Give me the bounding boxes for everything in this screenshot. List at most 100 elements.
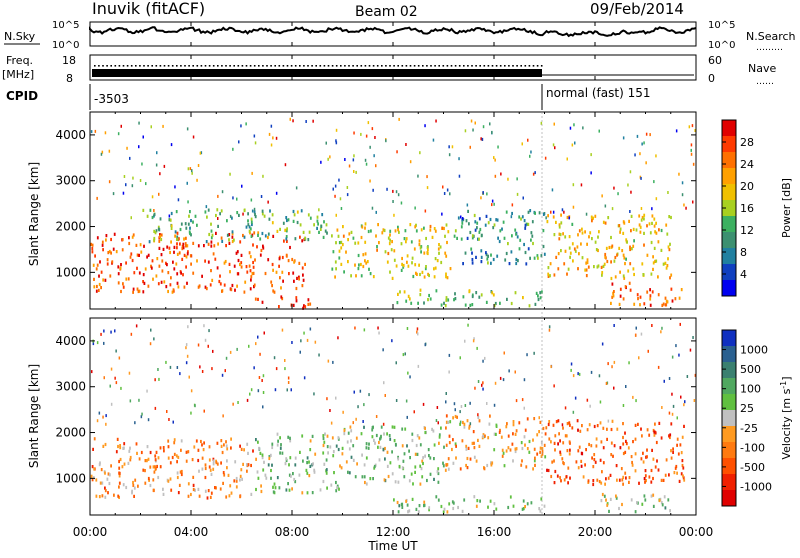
data-cell (465, 463, 467, 468)
data-cell (681, 181, 684, 185)
data-cell (339, 464, 341, 468)
data-cell (553, 481, 556, 485)
data-cell (646, 253, 649, 257)
data-cell (155, 163, 158, 167)
data-cell (618, 224, 621, 228)
data-cell (694, 373, 697, 377)
data-cell (638, 356, 640, 360)
data-cell (428, 506, 431, 510)
data-cell (672, 450, 674, 454)
data-cell (610, 235, 612, 240)
data-cell (474, 228, 477, 232)
data-cell (284, 359, 286, 362)
data-cell (119, 457, 122, 462)
data-cell (568, 452, 571, 456)
data-cell (143, 281, 146, 285)
data-cell (267, 232, 270, 236)
data-cell (167, 456, 170, 460)
data-cell (132, 480, 134, 485)
data-cell (271, 221, 274, 225)
data-cell (623, 221, 626, 225)
data-cell (270, 124, 273, 128)
data-cell (230, 446, 232, 450)
data-cell (653, 430, 656, 434)
freq-dot (397, 65, 399, 67)
data-cell (189, 231, 191, 236)
data-cell (529, 209, 532, 213)
data-cell (275, 367, 278, 371)
data-cell (571, 426, 574, 430)
data-cell (472, 430, 475, 434)
data-cell (235, 251, 238, 255)
data-cell (527, 210, 530, 214)
colorbar-label: 500 (740, 363, 761, 376)
freq-dot (376, 65, 379, 67)
data-cell (431, 427, 433, 431)
data-cell (447, 457, 450, 461)
data-cell (362, 264, 365, 269)
data-cell (532, 467, 534, 471)
data-cell (554, 434, 557, 438)
data-cell (532, 241, 534, 246)
data-cell (606, 503, 609, 507)
data-cell (375, 433, 378, 438)
data-cell (250, 388, 253, 392)
data-cell (224, 369, 226, 373)
data-cell (364, 480, 366, 485)
data-cell (169, 477, 172, 481)
data-cell (594, 214, 597, 218)
data-cell (645, 132, 648, 136)
data-cell (313, 392, 315, 396)
data-cell (112, 247, 115, 251)
data-cell (475, 459, 478, 463)
data-cell (186, 281, 188, 285)
data-cell (287, 435, 290, 439)
data-cell (613, 259, 616, 263)
data-cell (679, 443, 682, 447)
data-cell (152, 488, 155, 492)
data-cell (496, 254, 499, 258)
data-cell (418, 504, 421, 508)
data-cell (675, 464, 678, 469)
data-cell (453, 234, 456, 238)
data-cell (104, 442, 107, 447)
data-cell (625, 257, 627, 261)
data-cell (487, 505, 489, 509)
data-cell (167, 439, 170, 443)
data-cell (439, 245, 442, 249)
data-cell (655, 231, 658, 235)
data-cell (610, 441, 613, 445)
data-cell (242, 462, 244, 466)
data-cell (152, 478, 155, 482)
data-cell (634, 423, 637, 427)
data-cell (314, 340, 317, 344)
data-cell (600, 265, 603, 269)
data-cell (249, 255, 252, 259)
data-cell (465, 447, 468, 451)
data-cell (493, 223, 496, 227)
data-cell (514, 370, 516, 374)
data-cell (348, 471, 351, 475)
data-cell (262, 405, 264, 409)
data-cell (648, 475, 651, 479)
data-cell (347, 260, 349, 264)
data-cell (467, 446, 470, 450)
data-cell (544, 156, 547, 160)
data-cell (551, 460, 554, 464)
data-cell (625, 238, 628, 242)
data-cell (657, 468, 660, 472)
power-colorbar-title: Power [dB] (780, 178, 793, 238)
data-cell (655, 259, 658, 263)
data-cell (683, 403, 685, 407)
data-cell (599, 400, 602, 404)
data-cell (632, 227, 635, 231)
data-cell (298, 473, 301, 477)
data-cell (405, 143, 407, 146)
data-cell (108, 149, 111, 153)
data-cell (93, 437, 96, 441)
freq-dot (413, 65, 416, 67)
data-cell (473, 495, 476, 499)
data-cell (270, 143, 273, 147)
freq-dot (303, 65, 305, 67)
